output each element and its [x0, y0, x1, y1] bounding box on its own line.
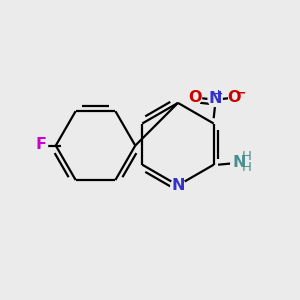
Text: −: −: [235, 86, 246, 99]
Text: H: H: [242, 161, 252, 175]
Text: N: N: [208, 91, 222, 106]
Circle shape: [189, 92, 202, 104]
Text: F: F: [36, 137, 46, 152]
Circle shape: [171, 178, 185, 192]
Circle shape: [229, 92, 242, 104]
Text: H: H: [242, 150, 252, 163]
Text: N: N: [232, 154, 246, 169]
Circle shape: [231, 154, 250, 173]
Circle shape: [34, 139, 47, 152]
Text: O: O: [188, 89, 202, 104]
Text: +: +: [214, 89, 224, 99]
Circle shape: [208, 92, 222, 106]
Text: O: O: [227, 89, 241, 104]
Text: N: N: [171, 178, 185, 193]
